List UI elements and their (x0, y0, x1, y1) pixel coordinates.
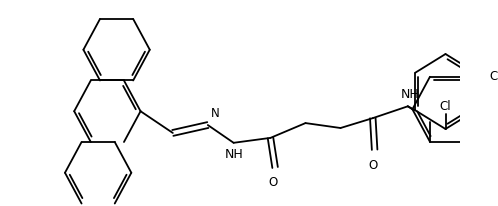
Text: Cl: Cl (490, 70, 498, 83)
Text: NH: NH (400, 88, 419, 101)
Text: O: O (268, 176, 278, 188)
Text: NH: NH (224, 147, 243, 160)
Text: Cl: Cl (440, 100, 451, 113)
Text: O: O (368, 158, 377, 171)
Text: N: N (211, 107, 219, 119)
